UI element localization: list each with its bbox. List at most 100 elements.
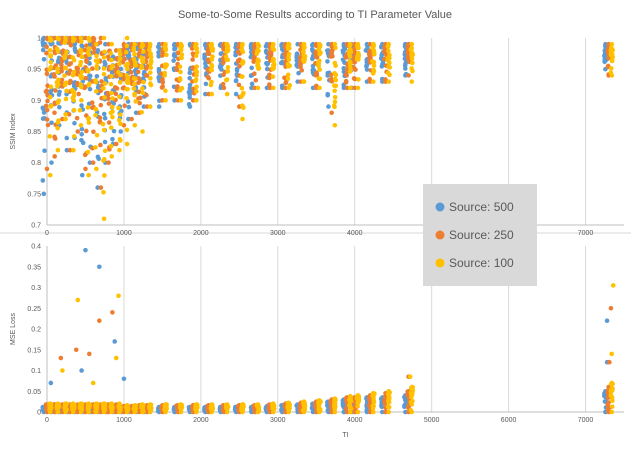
data-point [178, 41, 184, 47]
data-point [140, 409, 145, 415]
data-point [144, 92, 149, 98]
data-point [96, 156, 101, 162]
data-point [109, 401, 115, 407]
data-point [177, 77, 183, 82]
data-point [252, 85, 258, 91]
data-point [132, 60, 138, 65]
data-point [224, 91, 230, 97]
data-point [47, 48, 53, 53]
data-point [234, 68, 240, 73]
data-point [125, 78, 131, 84]
data-point [163, 98, 168, 103]
data-point [110, 104, 115, 110]
data-point [59, 62, 64, 68]
data-point [348, 398, 354, 403]
data-point [44, 107, 50, 113]
data-point [271, 85, 276, 91]
data-point [329, 110, 334, 116]
data-point [113, 91, 119, 97]
data-point [93, 79, 99, 85]
data-point [71, 107, 77, 113]
data-point [252, 41, 258, 47]
data-point [87, 41, 93, 47]
data-point [62, 73, 67, 78]
data-point-outlier [97, 318, 102, 324]
data-point [55, 69, 60, 75]
data-point [57, 104, 62, 110]
data-point [102, 81, 108, 86]
data-point [79, 69, 85, 75]
data-point [86, 409, 91, 415]
data-point [64, 88, 69, 94]
data-point-outlier [87, 351, 92, 357]
mse-y-tick-label: 0.1 [31, 368, 41, 375]
data-point [71, 69, 77, 75]
data-point [367, 79, 373, 84]
data-point [132, 409, 138, 415]
data-point [217, 64, 223, 70]
data-point [609, 41, 615, 47]
data-point [89, 105, 95, 111]
data-point [82, 47, 88, 53]
data-point [344, 85, 350, 91]
data-point [147, 409, 153, 415]
data-point [114, 86, 120, 91]
data-point [110, 63, 115, 69]
data-point [97, 40, 103, 45]
data-point [59, 77, 65, 83]
data-point [110, 136, 115, 142]
data-point [117, 61, 122, 67]
data-point [78, 122, 84, 128]
data-point [347, 41, 353, 47]
data-point [410, 60, 415, 66]
legend-label-source-250: Source: 250 [449, 228, 514, 242]
data-point [347, 402, 352, 408]
mse-y-tick-label: 0.05 [27, 389, 41, 396]
data-point [355, 409, 361, 415]
data-point [144, 72, 149, 78]
data-point [78, 401, 84, 407]
data-point [240, 61, 245, 66]
data-point [172, 409, 177, 415]
legend: Source: 500 Source: 250 Source: 100 [423, 184, 537, 286]
data-point [41, 35, 47, 41]
data-point [341, 65, 347, 71]
data-point [364, 409, 370, 415]
data-point [317, 398, 322, 403]
data-point [608, 66, 614, 71]
data-point [313, 85, 319, 91]
data-point [63, 35, 68, 41]
data-point [55, 58, 61, 64]
data-point [172, 98, 177, 103]
data-point-outlier [407, 374, 413, 380]
data-point [94, 166, 99, 172]
data-point [48, 103, 54, 109]
data-point [383, 79, 388, 84]
data-point [286, 51, 292, 57]
data-point [117, 94, 122, 100]
data-point-outlier [110, 310, 115, 315]
data-point [286, 57, 292, 62]
data-point [106, 41, 111, 47]
data-point [86, 35, 91, 41]
data-point-outlier [79, 368, 84, 373]
data-point [90, 66, 95, 71]
mse-x-tick-label: 3000 [270, 417, 286, 424]
data-point [45, 122, 51, 128]
data-point [253, 77, 259, 83]
data-point [133, 110, 139, 116]
data-point [132, 81, 137, 87]
data-point [117, 404, 123, 410]
ssim-y-tick-label: 0.95 [27, 67, 41, 74]
data-point [101, 66, 107, 71]
data-point [111, 128, 117, 134]
data-point [132, 403, 138, 408]
data-point [299, 68, 305, 73]
data-point [240, 409, 245, 415]
data-point [225, 65, 231, 70]
ssim-x-tick-label: 7000 [578, 230, 594, 237]
data-point [93, 89, 99, 94]
data-point [325, 91, 330, 97]
data-point [47, 94, 53, 100]
data-point [403, 409, 408, 415]
